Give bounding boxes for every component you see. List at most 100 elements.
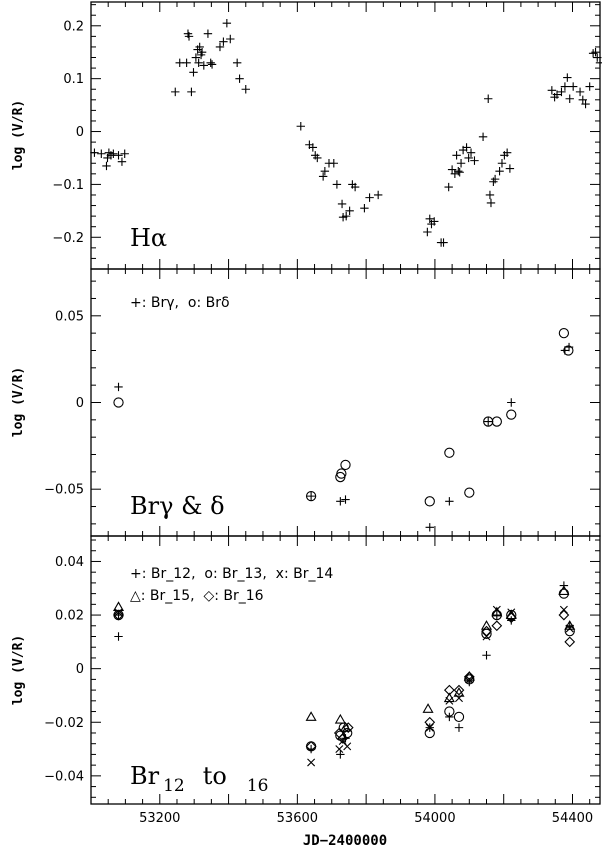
y-tick-label: −0.2: [52, 231, 84, 246]
data-point-circle: [558, 588, 570, 599]
x-tick-label: 54000: [414, 811, 455, 826]
data-point-plus: [189, 68, 198, 77]
data-point-x: [307, 758, 316, 767]
data-point-circle: [444, 447, 455, 458]
data-point-plus: [495, 166, 504, 176]
data-point-plus: [194, 58, 203, 68]
data-point-plus: [306, 491, 316, 501]
data-point-x: [343, 742, 352, 751]
data-point-plus: [439, 238, 448, 247]
data-point-diamond: [558, 609, 570, 621]
data-point-circle: [453, 711, 465, 723]
data-point-plus: [199, 61, 209, 70]
data-point-plus: [444, 182, 453, 192]
y-tick-label: 0.04: [55, 555, 84, 570]
data-point-plus: [232, 58, 242, 68]
data-point-diamond: [424, 716, 436, 728]
data-point-plus: [502, 148, 512, 157]
data-point-plus: [365, 193, 374, 202]
data-point-x: [455, 694, 463, 703]
data-point-circle: [336, 468, 347, 479]
data-point-plus: [595, 58, 602, 68]
data-point-plus: [575, 87, 585, 97]
data-point-triangle: [463, 670, 475, 681]
data-point-plus: [350, 182, 360, 192]
data-point-plus: [90, 148, 99, 157]
data-point-plus: [423, 227, 432, 237]
panel-label-br-mid: to: [203, 762, 227, 790]
data-point-plus: [313, 153, 322, 163]
data-point-plus: [452, 151, 461, 160]
chart-marks: −0.2 −0.1 0 0.1 0.2 −0.05 0 0.05 −0.04 −0.02 0 0.02…: [44, 2, 602, 826]
data-point-plus: [578, 95, 588, 105]
data-point-plus: [447, 165, 457, 174]
data-point-plus: [464, 153, 473, 163]
y-axis-label-middle: log (V/R): [11, 367, 26, 437]
y-tick-label: −0.04: [44, 769, 84, 784]
panel-label-brgamma-delta: Brγ & δ: [130, 492, 225, 520]
data-point-triangle: [558, 585, 570, 595]
panel-label-br-sub1: 12: [163, 776, 185, 796]
data-point-plus: [454, 166, 463, 176]
data-point-diamond: [337, 732, 349, 744]
data-point-plus: [336, 497, 345, 506]
data-point-plus: [552, 90, 562, 99]
data-point-plus: [114, 632, 123, 641]
data-point-circle: [506, 409, 517, 420]
data-point-diamond: [113, 609, 124, 621]
data-point-plus: [171, 87, 180, 97]
data-point-plus: [484, 94, 493, 103]
y-tick-label: 0.1: [63, 72, 84, 87]
data-point-plus: [117, 157, 127, 166]
data-point-plus: [219, 37, 228, 46]
y-tick-label: 0.2: [63, 19, 84, 34]
panel-frame-br12-16: [90, 535, 601, 805]
data-point-plus: [102, 161, 111, 171]
y-tick-label: 0.02: [55, 609, 84, 624]
panel-label-br-main: Br: [130, 762, 160, 790]
data-point-plus: [557, 87, 566, 97]
data-point-diamond: [491, 620, 503, 632]
data-point-triangle: [422, 703, 434, 713]
data-point-plus: [482, 651, 491, 660]
data-point-plus: [226, 34, 235, 44]
data-point-plus: [585, 82, 594, 91]
data-point-plus: [191, 53, 201, 62]
data-point-plus: [373, 190, 383, 200]
x-axis-label: JD−2400000: [303, 833, 387, 849]
data-point-circle: [113, 397, 124, 408]
data-point-plus: [197, 48, 207, 57]
x-tick-label: 53600: [277, 811, 318, 826]
data-point-plus: [456, 159, 466, 168]
y-tick-label: −0.05: [44, 483, 84, 498]
data-point-circle: [464, 487, 475, 498]
data-point-diamond: [481, 625, 492, 637]
data-point-plus: [114, 151, 123, 160]
data-point-plus: [485, 190, 495, 200]
data-point-plus: [484, 417, 493, 426]
x-tick-label: 54400: [552, 811, 593, 826]
data-point-diamond: [443, 684, 455, 696]
data-point-circle: [558, 327, 570, 339]
data-point-plus: [486, 198, 496, 208]
data-point-diamond: [463, 671, 475, 683]
data-point-triangle: [305, 711, 317, 721]
y-tick-label: −0.1: [52, 178, 84, 193]
data-point-plus: [478, 132, 488, 142]
data-point-plus: [184, 32, 194, 41]
y-tick-label: 0: [76, 396, 84, 411]
data-point-plus: [320, 166, 330, 176]
data-point-plus: [296, 122, 305, 131]
data-point-plus: [507, 616, 516, 625]
data-point-circle: [340, 459, 351, 471]
data-point-plus: [492, 610, 502, 620]
data-point-plus: [336, 750, 345, 759]
data-point-triangle: [491, 606, 503, 617]
data-point-plus: [430, 217, 439, 226]
data-point-plus: [306, 744, 316, 754]
data-point-plus: [505, 164, 515, 173]
data-point-x: [335, 745, 344, 754]
data-point-x: [338, 737, 347, 746]
data-point-triangle: [480, 620, 493, 630]
